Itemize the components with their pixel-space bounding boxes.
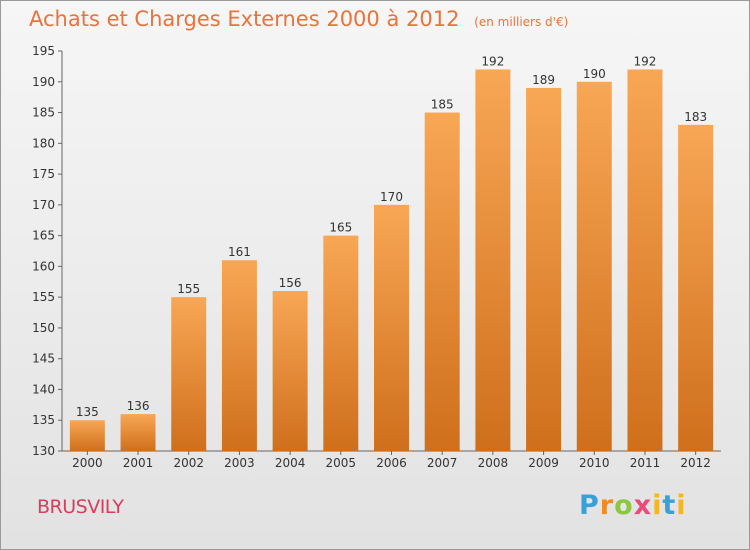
bar-value-label: 161: [228, 245, 251, 259]
y-tick-label: 160: [32, 259, 55, 273]
x-tick-label: 2002: [173, 456, 204, 470]
y-tick-label: 185: [32, 106, 55, 120]
bar: [374, 204, 409, 451]
bar-value-label: 185: [431, 98, 454, 112]
y-axis: 130 135 140 145 150 155 160 165 170 175 180 185 190 1…: [32, 44, 63, 458]
x-tick-label: 2008: [478, 456, 509, 470]
x-tick-label: 2009: [528, 456, 559, 470]
x-tick-label: 2004: [275, 456, 306, 470]
chart-subtitle: (en milliers d'€): [474, 15, 569, 29]
y-tick-label: 145: [32, 352, 55, 366]
y-tick-label: 150: [32, 321, 55, 335]
x-axis: 2000 2001 2002 2003 2004 2005 2006 2007 2008 2009…: [62, 450, 721, 470]
bar: [576, 81, 612, 452]
bar: [272, 291, 308, 451]
x-tick-label: 2005: [326, 456, 357, 470]
proxiti-logo[interactable]: Proxiti: [579, 490, 687, 521]
bar: [424, 112, 460, 452]
bar-value-label: 135: [76, 405, 99, 419]
bar: [221, 260, 257, 451]
chart-title-block: Achats et Charges Externes 2000 à 2012 (…: [29, 7, 568, 31]
bar-value-label: 170: [380, 190, 403, 204]
y-tick-label: 190: [32, 75, 55, 89]
bar-value-label: 183: [684, 110, 707, 124]
x-tick-label: 2006: [376, 456, 407, 470]
location-label: BRUSVILY: [37, 496, 124, 518]
bar-series: 135 136 155 161 156 165 170 185 192 189 190 192 183: [69, 54, 714, 452]
bar-value-label: 192: [634, 54, 657, 68]
x-tick-label: 2007: [427, 456, 458, 470]
y-tick-label: 165: [32, 229, 55, 243]
bar: [120, 414, 156, 451]
bar-value-label: 190: [583, 67, 606, 81]
bar-value-label: 155: [177, 282, 200, 296]
x-tick-label: 2011: [630, 456, 661, 470]
bar: [627, 69, 663, 451]
bar: [526, 87, 562, 451]
x-tick-label: 2010: [579, 456, 610, 470]
bar: [475, 69, 511, 451]
x-tick-label: 2012: [680, 456, 711, 470]
bar: [69, 420, 105, 451]
y-tick-label: 180: [32, 136, 55, 150]
x-tick-label: 2000: [72, 456, 103, 470]
bar: [678, 124, 714, 451]
y-tick-label: 175: [32, 167, 55, 181]
x-tick-label: 2003: [224, 456, 255, 470]
y-tick-label: 140: [32, 382, 55, 396]
bar-value-label: 192: [481, 54, 504, 68]
bar-value-label: 156: [279, 276, 302, 290]
y-tick-label: 135: [32, 413, 55, 427]
y-tick-label: 130: [32, 444, 55, 458]
bar: [323, 235, 359, 451]
x-tick-label: 2001: [123, 456, 154, 470]
chart-title: Achats et Charges Externes 2000 à 2012: [29, 7, 460, 31]
bar-value-label: 165: [329, 221, 352, 235]
bar-value-label: 189: [532, 73, 555, 87]
y-tick-label: 170: [32, 198, 55, 212]
bar-value-label: 136: [127, 399, 150, 413]
y-tick-label: 195: [32, 44, 55, 58]
y-tick-label: 155: [32, 290, 55, 304]
bar: [171, 297, 207, 451]
